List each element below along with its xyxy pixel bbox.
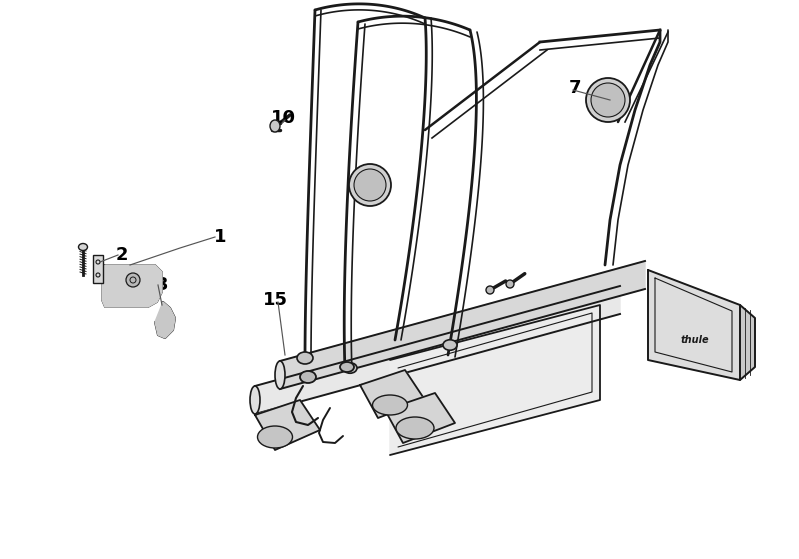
- Text: 2: 2: [116, 246, 129, 264]
- Ellipse shape: [443, 340, 457, 350]
- Ellipse shape: [343, 363, 357, 373]
- Ellipse shape: [349, 164, 391, 206]
- Polygon shape: [280, 261, 645, 389]
- Polygon shape: [102, 265, 162, 307]
- Text: 10: 10: [271, 109, 296, 127]
- Polygon shape: [385, 393, 455, 443]
- Polygon shape: [740, 305, 755, 380]
- Ellipse shape: [354, 169, 386, 201]
- Ellipse shape: [300, 371, 316, 383]
- Ellipse shape: [506, 280, 514, 288]
- Ellipse shape: [586, 78, 630, 122]
- Polygon shape: [155, 302, 175, 338]
- Ellipse shape: [591, 83, 625, 117]
- Polygon shape: [255, 286, 620, 414]
- Circle shape: [126, 273, 140, 287]
- Ellipse shape: [78, 244, 88, 250]
- Ellipse shape: [396, 417, 434, 439]
- Text: thule: thule: [681, 335, 710, 345]
- Text: thule: thule: [267, 434, 283, 439]
- Text: 1: 1: [214, 228, 226, 246]
- Polygon shape: [360, 370, 425, 418]
- Polygon shape: [390, 305, 600, 455]
- Ellipse shape: [486, 286, 494, 294]
- Ellipse shape: [340, 362, 354, 372]
- Text: 3: 3: [156, 276, 169, 294]
- Ellipse shape: [372, 395, 407, 415]
- Ellipse shape: [250, 386, 260, 414]
- Text: 15: 15: [263, 291, 288, 309]
- Polygon shape: [255, 400, 320, 450]
- Ellipse shape: [297, 352, 313, 364]
- Ellipse shape: [270, 120, 280, 132]
- Polygon shape: [648, 270, 740, 380]
- Text: 7: 7: [569, 79, 581, 97]
- Ellipse shape: [257, 426, 292, 448]
- Ellipse shape: [275, 361, 285, 389]
- Text: thule: thule: [407, 425, 423, 430]
- Bar: [93, 255, 103, 283]
- Text: thule: thule: [382, 402, 398, 408]
